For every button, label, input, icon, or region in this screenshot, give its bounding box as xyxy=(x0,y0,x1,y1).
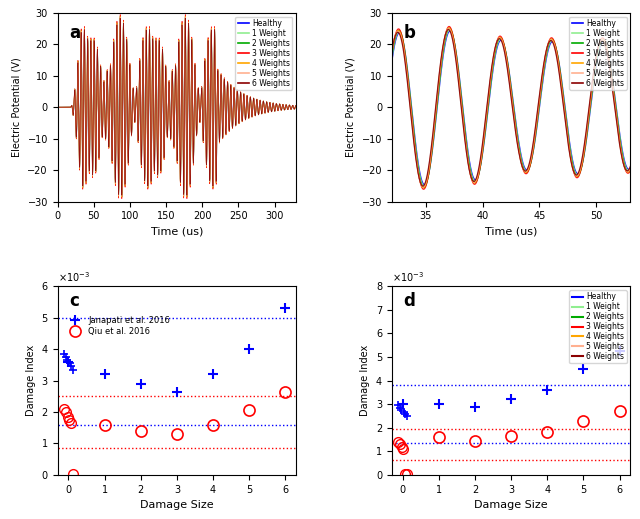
Y-axis label: Electric Potential (V): Electric Potential (V) xyxy=(346,58,356,157)
Janapati et al. 2016 xyxy=(173,389,180,395)
Qiu et al. 2016 xyxy=(100,421,108,428)
Qiu et al. 2016 xyxy=(282,389,289,395)
Legend: Healthy, 1 Weight, 2 Weights, 3 Weights, 4 Weights, 5 Weights, 6 Weights: Healthy, 1 Weight, 2 Weights, 3 Weights,… xyxy=(570,17,627,90)
Janapati et al. 2016 xyxy=(100,371,108,377)
X-axis label: Time (us): Time (us) xyxy=(485,227,537,237)
Y-axis label: Damage Index: Damage Index xyxy=(360,345,370,416)
Y-axis label: Electric Potential (V): Electric Potential (V) xyxy=(12,58,22,157)
Qiu et al. 2016 xyxy=(173,431,180,437)
Janapati et al. 2016 xyxy=(209,371,217,377)
Janapati et al. 2016 xyxy=(245,346,253,352)
X-axis label: Time (us): Time (us) xyxy=(151,227,203,237)
Text: b: b xyxy=(404,24,415,42)
Text: $\times10^{-3}$: $\times10^{-3}$ xyxy=(392,271,424,284)
Janapati et al. 2016 xyxy=(137,380,145,387)
X-axis label: Damage Size: Damage Size xyxy=(474,500,548,510)
Text: a: a xyxy=(70,24,81,42)
Legend: Janapati et al. 2016, Qiu et al. 2016: Janapati et al. 2016, Qiu et al. 2016 xyxy=(67,313,173,338)
Text: d: d xyxy=(404,292,415,310)
Qiu et al. 2016 xyxy=(209,421,217,428)
Text: $\times10^{-3}$: $\times10^{-3}$ xyxy=(58,271,90,284)
Qiu et al. 2016 xyxy=(137,428,145,434)
Y-axis label: Damage Index: Damage Index xyxy=(26,345,36,416)
Legend: Healthy, 1 Weight, 2 Weights, 3 Weights, 4 Weights, 5 Weights, 6 Weights: Healthy, 1 Weight, 2 Weights, 3 Weights,… xyxy=(570,290,627,363)
Text: c: c xyxy=(70,292,79,310)
Line: Janapati et al. 2016: Janapati et al. 2016 xyxy=(63,304,291,397)
Janapati et al. 2016 xyxy=(65,359,72,365)
Legend: Healthy, 1 Weight, 2 Weights, 3 Weights, 4 Weights, 5 Weights, 6 Weights: Healthy, 1 Weight, 2 Weights, 3 Weights,… xyxy=(236,17,292,90)
X-axis label: Damage Size: Damage Size xyxy=(140,500,214,510)
Janapati et al. 2016 xyxy=(282,305,289,311)
Qiu et al. 2016 xyxy=(245,407,253,414)
Line: Qiu et al. 2016: Qiu et al. 2016 xyxy=(99,386,291,440)
